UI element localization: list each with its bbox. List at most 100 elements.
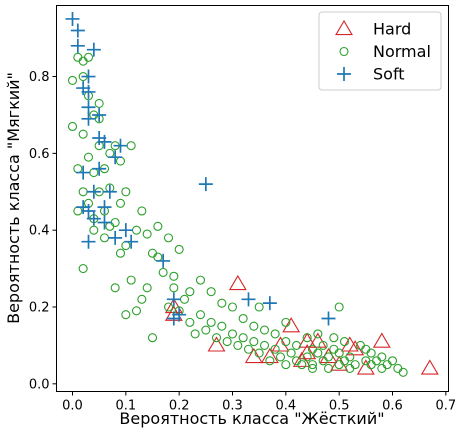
y-tick-label: 0.2: [29, 301, 50, 316]
data-point-normal: [115, 248, 126, 258]
data-point-normal: [313, 348, 323, 358]
data-point-soft: [81, 234, 96, 249]
legend-marker-normal: [339, 46, 349, 57]
data-point-normal: [259, 340, 270, 350]
x-tick-label: 0.3: [222, 399, 243, 414]
series-hard: [164, 274, 439, 375]
data-point-normal: [398, 367, 408, 377]
data-point-normal: [307, 344, 318, 354]
data-point-normal: [371, 356, 382, 366]
data-point-normal: [259, 325, 270, 335]
data-point-hard: [308, 332, 327, 348]
data-point-soft: [86, 42, 101, 57]
data-point-normal: [217, 298, 227, 308]
data-point-normal: [126, 275, 136, 285]
data-point-normal: [137, 294, 147, 304]
data-point-normal: [78, 187, 88, 197]
data-point-normal: [345, 363, 355, 374]
legend-label-hard: Hard: [373, 20, 411, 39]
data-point-normal: [355, 340, 366, 350]
data-point-hard: [298, 332, 317, 348]
data-point-normal: [142, 283, 152, 293]
data-point-normal: [291, 340, 302, 350]
legend: Hard Normal Soft: [318, 11, 442, 91]
data-point-normal: [115, 156, 126, 166]
data-point-normal: [334, 360, 344, 370]
data-point-normal: [297, 360, 307, 370]
data-point-normal: [169, 283, 179, 293]
data-point-hard: [282, 317, 301, 333]
data-point-normal: [222, 337, 232, 347]
data-point-normal: [195, 275, 206, 285]
data-point-normal: [238, 333, 248, 343]
data-point-normal: [302, 333, 312, 343]
data-point-soft: [92, 107, 107, 122]
x-tick-label: 0.5: [329, 399, 350, 414]
series-soft: [65, 11, 336, 326]
data-point-normal: [78, 129, 88, 139]
data-point-normal: [387, 356, 398, 366]
data-point-normal: [105, 148, 115, 158]
data-point-normal: [350, 360, 360, 370]
data-point-soft: [124, 234, 139, 249]
data-point-normal: [291, 356, 302, 366]
data-point-soft: [102, 184, 117, 199]
data-point-normal: [318, 340, 328, 350]
data-point-normal: [206, 287, 216, 297]
data-point-normal: [334, 302, 344, 312]
data-point-normal: [382, 360, 392, 370]
data-point-soft: [97, 215, 112, 230]
data-point-normal: [110, 283, 120, 293]
data-point-normal: [153, 252, 163, 262]
data-point-normal: [185, 287, 195, 297]
x-tick-label: 0.2: [169, 399, 190, 414]
data-point-normal: [323, 363, 334, 374]
data-point-normal: [190, 329, 200, 339]
y-tick-label: 0.4: [29, 224, 50, 239]
data-point-soft: [97, 134, 112, 149]
x-axis-label: Вероятность класса "Жёсткий": [119, 409, 384, 428]
data-point-normal: [179, 294, 190, 304]
x-tick-label: 0.1: [115, 399, 136, 414]
data-point-hard: [207, 336, 226, 352]
y-tick-label: 0.8: [29, 70, 50, 85]
data-point-normal: [137, 206, 147, 216]
data-point-normal: [163, 302, 174, 312]
data-point-normal: [89, 168, 99, 178]
data-point-soft: [76, 165, 91, 180]
data-point-normal: [211, 333, 222, 343]
data-point-normal: [307, 360, 318, 370]
legend-marker-hard: [335, 19, 353, 36]
data-point-soft: [118, 223, 133, 238]
data-point-normal: [142, 229, 152, 239]
data-point-hard: [340, 336, 359, 352]
data-point-hard: [244, 347, 263, 364]
data-point-normal: [275, 352, 286, 362]
data-point-normal: [249, 337, 259, 347]
data-point-normal: [281, 337, 291, 347]
data-point-normal: [377, 352, 387, 362]
data-point-normal: [147, 333, 158, 343]
data-point-normal: [115, 198, 126, 208]
data-point-normal: [105, 221, 115, 231]
data-point-normal: [329, 344, 339, 354]
data-point-soft: [81, 69, 96, 84]
data-point-normal: [233, 340, 243, 350]
data-point-normal: [265, 356, 275, 366]
data-point-soft: [108, 230, 123, 245]
data-point-normal: [73, 206, 83, 216]
data-point-normal: [126, 141, 136, 151]
data-point-normal: [286, 348, 296, 358]
data-point-normal: [201, 325, 211, 335]
data-point-normal: [281, 317, 291, 327]
data-point-soft: [166, 311, 181, 326]
data-point-normal: [318, 356, 328, 366]
data-point-normal: [147, 248, 158, 258]
data-point-normal: [249, 321, 259, 331]
y-tick-label: 0.0: [29, 377, 50, 392]
data-point-hard: [372, 332, 391, 348]
data-point-normal: [302, 352, 312, 362]
data-point-soft: [198, 177, 213, 192]
x-tick-label: 0.6: [382, 399, 403, 414]
